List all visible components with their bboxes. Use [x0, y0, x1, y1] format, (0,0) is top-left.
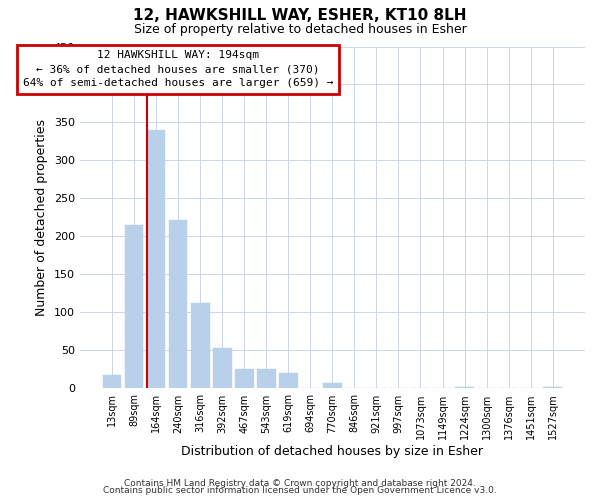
- Bar: [323, 383, 342, 388]
- Y-axis label: Number of detached properties: Number of detached properties: [35, 119, 48, 316]
- Bar: [279, 374, 298, 388]
- Bar: [455, 387, 474, 388]
- Text: Size of property relative to detached houses in Esher: Size of property relative to detached ho…: [134, 22, 466, 36]
- Bar: [169, 220, 187, 388]
- Bar: [257, 370, 275, 388]
- Bar: [103, 375, 121, 388]
- Text: 12, HAWKSHILL WAY, ESHER, KT10 8LH: 12, HAWKSHILL WAY, ESHER, KT10 8LH: [133, 8, 467, 22]
- Bar: [125, 225, 143, 388]
- Bar: [147, 130, 166, 388]
- Bar: [544, 387, 562, 388]
- Text: Contains HM Land Registry data © Crown copyright and database right 2024.: Contains HM Land Registry data © Crown c…: [124, 478, 476, 488]
- Bar: [213, 348, 232, 389]
- X-axis label: Distribution of detached houses by size in Esher: Distribution of detached houses by size …: [181, 444, 484, 458]
- Bar: [191, 302, 209, 388]
- Text: 12 HAWKSHILL WAY: 194sqm
← 36% of detached houses are smaller (370)
64% of semi-: 12 HAWKSHILL WAY: 194sqm ← 36% of detach…: [23, 50, 334, 88]
- Text: Contains public sector information licensed under the Open Government Licence v3: Contains public sector information licen…: [103, 486, 497, 495]
- Bar: [235, 368, 254, 388]
